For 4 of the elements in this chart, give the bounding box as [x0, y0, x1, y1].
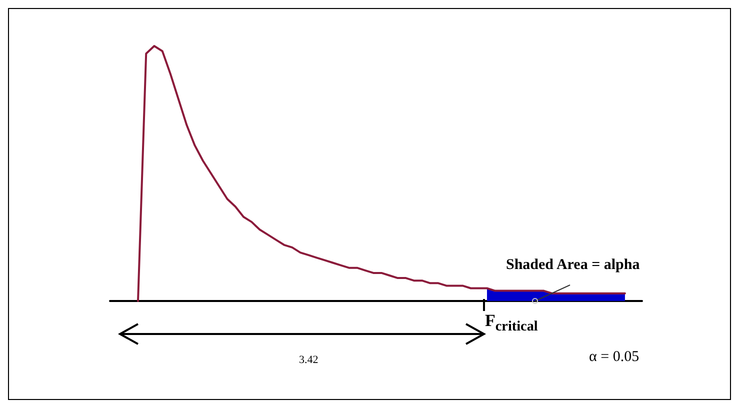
text: 3.42 [299, 354, 318, 366]
text: α = 0.05 [589, 349, 640, 366]
annotation: Shaded Area = alpha [506, 257, 640, 274]
text: F$_{critical}$ [485, 311, 538, 336]
